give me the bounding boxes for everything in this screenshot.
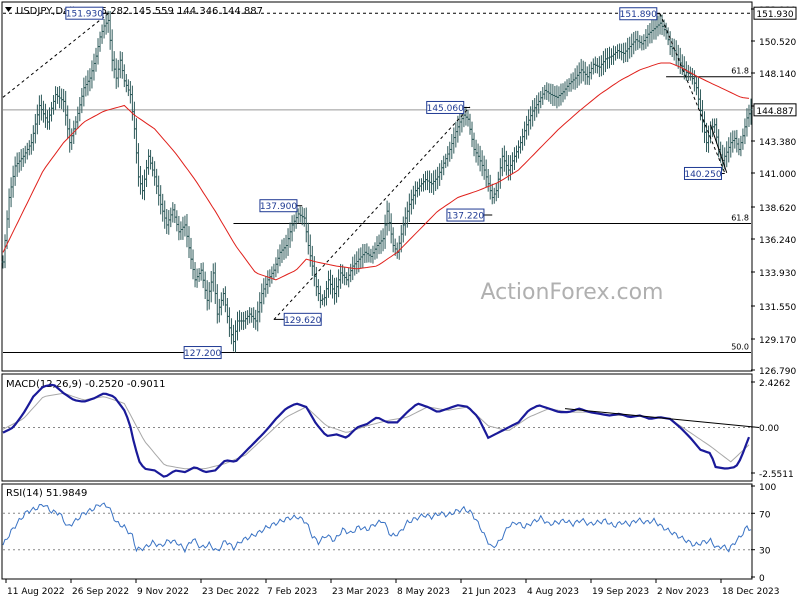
rsi-tick-label: 0 [759,574,765,584]
price-trendlines [2,13,728,320]
fib-level-label: 61.8 [731,67,749,76]
rsi-axis: 100 70 30 0 [751,483,776,584]
x-tick-label: 21 Jun 2023 [462,587,516,597]
price-tick-label: 143.380 [759,138,796,148]
price-tick-label: 141.000 [759,170,796,180]
price-header: USDJPY,Daily 145.282 145.559 144.346 144… [5,6,263,17]
fib-level-label: 50.0 [731,343,749,352]
current-price-label-box [753,103,797,117]
rsi-tick-label: 70 [759,510,771,520]
annotation-label: 137.900 [260,202,297,212]
x-tick-label: 7 Feb 2023 [267,587,317,597]
annotation-box [283,312,322,326]
annotation-box [426,100,465,114]
symbol-label: USDJPY,Daily [16,6,81,17]
x-tick-label: 19 Sep 2023 [592,587,649,597]
price-tick-label: 150.520 [759,38,796,48]
annotation-label: 129.620 [284,316,321,326]
top-price-label-box [753,6,797,20]
moving-average-line [2,62,750,281]
annotation-label: 151.930 [66,10,103,20]
price-levels: 61.8 61.8 50.0 [3,12,751,354]
macd-signal-line [2,392,750,470]
macd-main-line [2,383,751,478]
price-bars [1,10,753,353]
watermark: ActionForex.com [481,280,664,305]
macd-label: MACD(12,26,9) -0.2520 -0.9011 [6,379,166,390]
x-tick-label: 23 Dec 2022 [202,587,260,597]
x-tick-label: 26 Sep 2022 [72,587,129,597]
annotation-label: 145.060 [427,104,464,114]
annotation-box [619,7,658,21]
ohlc-label: 145.282 145.559 144.346 144.887 [88,6,263,17]
price-tick-label: 131.550 [759,303,796,313]
annotation-label: 151.890 [620,10,657,20]
macd-lines [2,383,760,478]
rsi-panel [1,483,753,580]
price-axis: 152.900150.520148.140145.760143.380141.0… [751,6,797,377]
current-price-label: 144.887 [756,107,793,117]
x-tick-label: 8 May 2023 [397,587,450,597]
price-annotations: 151.930 151.890 145.060 137.900 137.220 140.2… [65,6,725,360]
price-tick-label: 126.790 [759,367,796,377]
price-tick-label: 133.930 [759,269,796,279]
annotation-box [683,166,722,180]
x-tick-label: 23 Mar 2023 [332,587,389,597]
rsi-label: RSI(14) 51.9849 [6,488,87,499]
price-tick-label: 129.170 [759,336,796,346]
trendline [273,106,471,320]
top-price-label: 151.930 [756,10,793,20]
macd-tick-label: 0.00 [759,424,779,434]
trendline [2,13,109,98]
annotation-label: 137.220 [447,212,484,222]
trendline [659,13,726,173]
x-axis: 11 Aug 2022 26 Sep 2022 9 Nov 2022 23 Dec 2… [5,579,780,597]
macd-trendline [564,408,760,428]
x-tick-label: 11 Aug 2022 [7,587,65,597]
x-tick-label: 2 Nov 2023 [657,587,709,597]
macd-tick-label: -2.5511 [759,470,794,480]
collapse-triangle-icon[interactable] [5,7,12,12]
annotation-label: 140.250 [684,170,721,180]
price-tick-label: 138.620 [759,204,796,214]
macd-tick-label: 2.4262 [759,379,791,389]
price-tick-label: 136.240 [759,236,796,246]
annotation-box [183,346,222,360]
x-tick-label: 18 Dec 2023 [722,587,780,597]
x-tick-label: 9 Nov 2022 [137,587,189,597]
annotation-box [446,208,485,222]
annotation-box [65,6,104,20]
rsi-line [2,502,752,554]
moving-average [2,62,750,281]
annotation-box [259,199,298,213]
rsi-lines [2,502,752,554]
x-tick-label: 4 Aug 2023 [527,587,579,597]
price-panel [1,1,753,372]
trendline [710,124,728,173]
macd-axis: 2.4262 0.00 -2.5511 [751,379,794,480]
rsi-tick-label: 30 [759,547,771,557]
rsi-tick-label: 100 [759,483,776,493]
annotation-label: 127.200 [184,349,221,359]
fib-level-label: 61.8 [731,214,749,223]
price-tick-label: 148.140 [759,70,796,80]
